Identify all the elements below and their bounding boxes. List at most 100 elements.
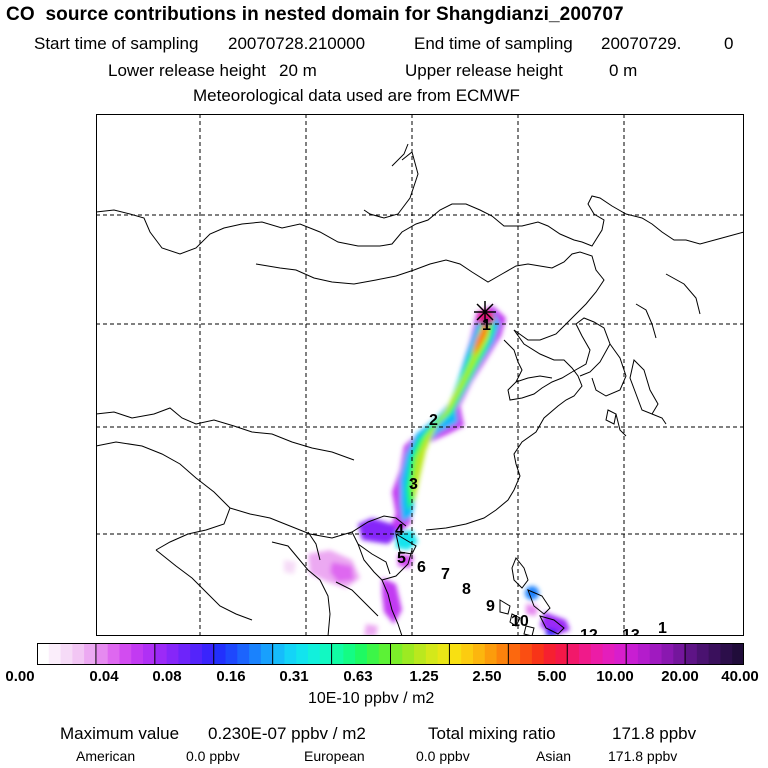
scale-tick-6: 1.25	[409, 668, 439, 685]
scale-cell	[732, 643, 744, 665]
scale-cell	[319, 643, 333, 665]
scale-cell	[508, 643, 521, 665]
time-label-9: 9	[486, 598, 495, 615]
time-label-10: 10	[511, 613, 529, 630]
scale-cell	[602, 643, 615, 665]
scale-cell	[449, 643, 462, 665]
scale-cell	[425, 643, 439, 665]
scale-cell	[708, 643, 722, 665]
scale-cell	[590, 643, 604, 665]
start-time-value: 20070728.210000	[228, 34, 366, 53]
scale-cell	[331, 643, 344, 665]
european-value: 0.0 ppbv	[416, 748, 470, 764]
time-label-6: 6	[417, 559, 426, 576]
scale-tick-10: 20.00	[661, 668, 699, 685]
total-mixing-label: Total mixing ratio	[428, 724, 556, 743]
scale-cell	[119, 643, 132, 665]
scale-cell	[37, 643, 50, 665]
american-value: 0.0 ppbv	[186, 748, 240, 764]
scale-cell	[484, 643, 498, 665]
scale-cell	[84, 643, 97, 665]
met-data-note: Meteorological data used are from ECMWF	[193, 86, 520, 105]
upper-release-label: Upper release height	[405, 61, 563, 80]
scale-cell	[543, 643, 557, 665]
max-value-label: Maximum value	[60, 724, 180, 743]
end-time-value-hour: 0	[724, 34, 734, 53]
time-label-13: 13	[622, 627, 640, 636]
color-scale-bar	[37, 643, 744, 665]
scale-cell	[531, 643, 545, 665]
scale-cell	[472, 643, 486, 665]
scale-cell	[60, 643, 73, 665]
time-label-3: 3	[409, 476, 418, 493]
scale-cell	[555, 643, 568, 665]
scale-cell	[614, 643, 627, 665]
scale-cell	[402, 643, 415, 665]
scale-tick-8: 5.00	[537, 668, 567, 685]
scale-cell	[661, 643, 674, 665]
scale-cell	[414, 643, 427, 665]
scale-cell	[378, 643, 392, 665]
scale-cell	[190, 643, 203, 665]
scale-cell	[178, 643, 191, 665]
scale-cell	[673, 643, 686, 665]
scale-tick-9: 10.00	[596, 668, 634, 685]
scale-cell	[520, 643, 533, 665]
scale-tick-11: 40.00	[721, 668, 759, 685]
scale-cell	[343, 643, 356, 665]
scale-tick-1: 0.04	[89, 668, 119, 685]
scale-cell	[685, 643, 698, 665]
asian-label: Asian	[536, 748, 572, 764]
scale-cell	[131, 643, 144, 665]
scale-tick-5: 0.63	[343, 668, 373, 685]
asian-value: 171.8 ppbv	[608, 748, 678, 764]
scale-cell	[461, 643, 474, 665]
upper-release-value: 0 m	[609, 61, 638, 80]
lower-release-value: 20 m	[279, 61, 317, 80]
plot-title: CO source contributions in nested domain…	[6, 4, 624, 25]
scale-tick-7: 2.50	[472, 668, 502, 685]
scale-cell	[201, 643, 215, 665]
scale-cell	[154, 643, 168, 665]
scale-cell	[366, 643, 380, 665]
lower-release-label: Lower release height	[108, 61, 266, 80]
scale-cell	[95, 643, 109, 665]
scale-cell	[72, 643, 85, 665]
start-time-label: Start time of sampling	[34, 34, 199, 53]
scale-cell	[567, 643, 580, 665]
total-mixing-value: 171.8 ppbv	[612, 724, 697, 743]
scale-cell	[107, 643, 121, 665]
map-frame	[96, 114, 744, 636]
scale-cell	[213, 643, 227, 665]
scale-unit: 10E-10 ppbv / m2	[308, 690, 435, 707]
scale-cell	[637, 643, 651, 665]
scale-cell	[496, 643, 509, 665]
scale-cell	[696, 643, 710, 665]
european-label: European	[304, 748, 365, 764]
scale-cell	[579, 643, 592, 665]
time-label-5: 5	[397, 550, 406, 567]
scale-tick-3: 0.16	[216, 668, 246, 685]
scale-cell	[296, 643, 309, 665]
american-label: American	[76, 748, 136, 764]
time-label-edge: 1	[658, 620, 667, 636]
scale-cell	[272, 643, 286, 665]
scale-cell	[649, 643, 663, 665]
star-marker-icon	[474, 301, 496, 323]
scale-cell	[225, 643, 238, 665]
scale-cell	[390, 643, 403, 665]
scale-cell	[720, 643, 733, 665]
time-label-2: 2	[429, 412, 438, 429]
scale-cell	[626, 643, 639, 665]
end-time-label: End time of sampling	[414, 34, 573, 53]
max-value: 0.230E-07 ppbv / m2	[208, 724, 366, 743]
time-label-8: 8	[462, 581, 471, 598]
scale-tick-4: 0.31	[279, 668, 309, 685]
scale-tick-2: 0.08	[152, 668, 182, 685]
scale-cell	[260, 643, 274, 665]
time-label-12: 12	[580, 627, 598, 636]
source-contribution-map: 1 2 3 4 5 6 7 8 9 10 12 13 1	[96, 114, 744, 636]
end-time-value: 20070729.	[601, 34, 682, 53]
scale-cell	[308, 643, 321, 665]
scale-cell	[355, 643, 368, 665]
